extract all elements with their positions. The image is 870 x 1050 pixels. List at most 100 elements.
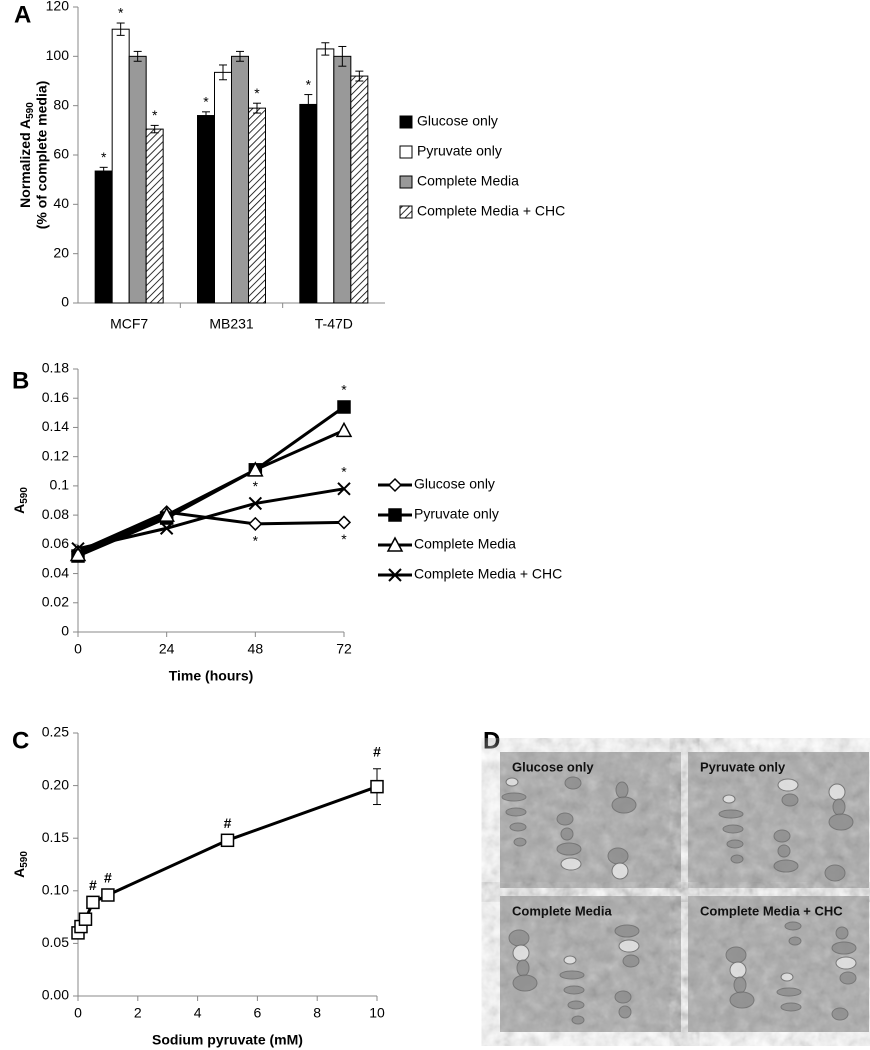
significance-label: * — [253, 478, 259, 494]
significance-label: * — [341, 382, 347, 398]
cell — [556, 842, 582, 856]
error-bar — [321, 42, 330, 56]
bar — [333, 55, 352, 304]
cell — [611, 862, 629, 880]
y-tick-label: 0.20 — [42, 776, 69, 792]
cell — [730, 854, 744, 864]
cell — [780, 972, 794, 982]
x-tick-label: 10 — [369, 1005, 385, 1021]
cell — [832, 798, 846, 816]
cell — [614, 924, 640, 938]
cell — [725, 946, 747, 964]
x-tick-label: 72 — [336, 641, 352, 657]
cell — [560, 827, 574, 841]
marker — [336, 515, 352, 530]
y-axis-label-main: A — [11, 504, 27, 514]
cell — [777, 778, 799, 792]
error-bar — [355, 70, 364, 82]
bar — [231, 55, 249, 304]
cell — [516, 959, 530, 977]
marker — [71, 542, 85, 556]
x-tick-label: 24 — [159, 641, 175, 657]
legend-label: Glucose only — [417, 113, 498, 129]
marker — [388, 568, 402, 582]
error-bar — [253, 102, 261, 114]
y-tick-label: 80 — [53, 96, 69, 112]
marker — [386, 536, 404, 552]
panel-label: B — [12, 367, 29, 394]
error-bar — [219, 64, 227, 81]
marker — [387, 477, 403, 493]
significance-label: # — [373, 743, 381, 759]
marker — [388, 508, 402, 522]
error-bar — [202, 111, 210, 120]
marker — [370, 779, 384, 794]
micrograph-texture — [500, 752, 681, 888]
marker — [248, 496, 263, 511]
legend-label: Pyruvate only — [414, 506, 499, 522]
legend-swatch — [399, 175, 413, 189]
cell — [618, 1005, 632, 1019]
cell — [777, 844, 791, 858]
y-tick-label: 0 — [61, 294, 69, 310]
marker — [337, 482, 351, 496]
y-tick-label: 0.18 — [42, 360, 69, 376]
significance-label: * — [254, 85, 260, 101]
cell — [559, 970, 585, 980]
y-axis-label-line2: (% of complete media) — [34, 81, 50, 230]
cell — [501, 792, 527, 802]
x-tick-label: 8 — [313, 1005, 321, 1021]
y-tick-label: 0.08 — [42, 506, 69, 522]
series-line — [77, 510, 345, 554]
y-tick-label: 0.02 — [42, 593, 69, 609]
bar — [94, 170, 113, 304]
significance-label: # — [89, 877, 97, 893]
cell — [563, 955, 577, 965]
cell — [835, 926, 849, 940]
y-axis-label: Normalized A590 — [17, 102, 36, 208]
bar — [111, 28, 130, 304]
significance-label: # — [224, 815, 232, 831]
y-tick-label: 0.05 — [42, 934, 69, 950]
error-bar — [99, 166, 108, 176]
cell — [611, 796, 637, 814]
significance-label: * — [341, 464, 347, 480]
cell — [831, 941, 857, 955]
y-tick-label: 0.10 — [42, 882, 69, 898]
x-axis-label: Time (hours) — [169, 668, 254, 684]
y-axis-label: A590 — [11, 487, 30, 514]
micrograph-texture — [500, 896, 681, 1032]
legend-label: Complete Media + CHC — [414, 566, 562, 582]
cell — [564, 776, 582, 790]
y-tick-label: 120 — [46, 0, 70, 14]
cell — [729, 991, 755, 1009]
cell — [505, 807, 527, 817]
legend-swatch — [399, 145, 413, 159]
cell — [512, 974, 538, 992]
marker — [78, 912, 93, 926]
cell — [733, 976, 747, 994]
cell — [718, 809, 744, 819]
cell — [776, 987, 802, 997]
y-axis-label-main: Normalized A — [17, 119, 33, 208]
cell — [773, 859, 799, 873]
error-bar — [116, 22, 125, 36]
marker — [86, 895, 100, 910]
significance-label: * — [118, 5, 124, 21]
marker — [101, 888, 115, 902]
significance-label: * — [253, 533, 259, 549]
y-tick-label: 0.16 — [42, 389, 69, 405]
significance-label: * — [101, 149, 107, 165]
y-tick-label: 0.14 — [42, 418, 69, 434]
y-tick-label: 0.06 — [42, 535, 69, 551]
legend-label: Glucose only — [414, 476, 495, 492]
y-tick-label: 0.1 — [50, 477, 70, 493]
marker — [247, 461, 264, 477]
error-bar — [133, 50, 142, 62]
legend-swatch — [399, 115, 413, 129]
legend-label: Pyruvate only — [417, 143, 502, 159]
y-tick-label: 0.04 — [42, 564, 69, 580]
cell — [828, 783, 846, 801]
marker — [337, 400, 351, 414]
